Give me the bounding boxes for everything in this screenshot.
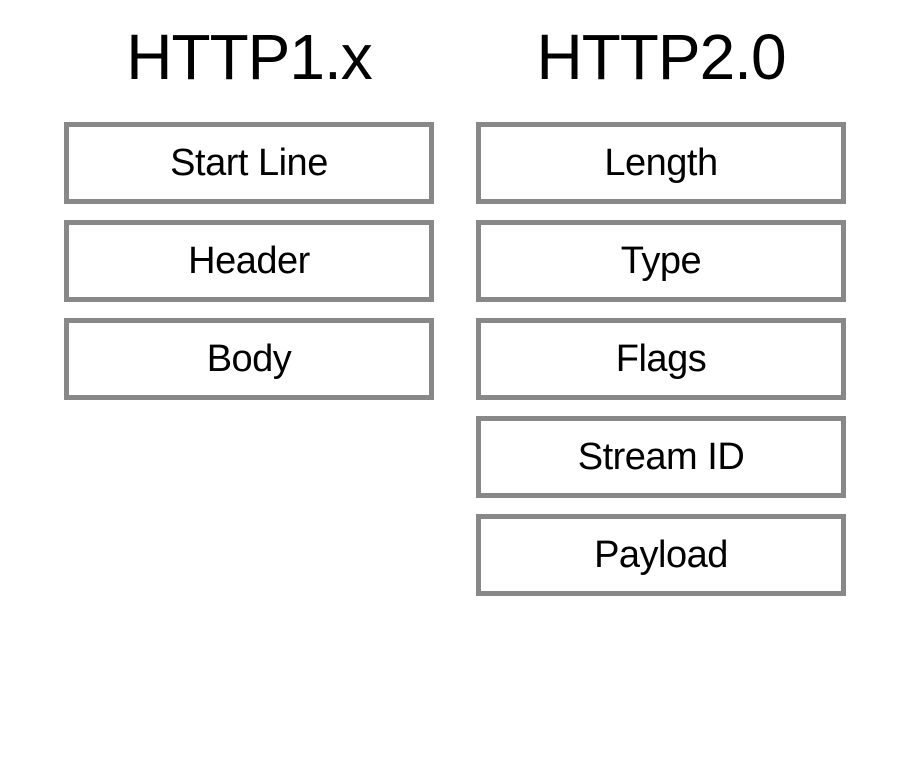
- box-label: Type: [621, 240, 701, 283]
- column-title-http2: HTTP2.0: [536, 20, 785, 94]
- box-length: Length: [476, 122, 846, 204]
- box-label: Flags: [616, 338, 706, 381]
- box-type: Type: [476, 220, 846, 302]
- box-payload: Payload: [476, 514, 846, 596]
- column-title-http1: HTTP1.x: [126, 20, 371, 94]
- box-label: Body: [207, 338, 292, 381]
- diagram-container: HTTP1.x Start Line Header Body HTTP2.0 L…: [0, 0, 910, 612]
- column-http1: HTTP1.x Start Line Header Body: [64, 20, 434, 612]
- box-stream-id: Stream ID: [476, 416, 846, 498]
- box-body: Body: [64, 318, 434, 400]
- box-start-line: Start Line: [64, 122, 434, 204]
- box-label: Header: [188, 240, 310, 283]
- box-header: Header: [64, 220, 434, 302]
- column-http2: HTTP2.0 Length Type Flags Stream ID Payl…: [476, 20, 846, 612]
- box-flags: Flags: [476, 318, 846, 400]
- box-label: Stream ID: [578, 436, 745, 479]
- box-label: Length: [604, 142, 717, 185]
- box-label: Payload: [594, 534, 728, 577]
- box-label: Start Line: [170, 142, 328, 185]
